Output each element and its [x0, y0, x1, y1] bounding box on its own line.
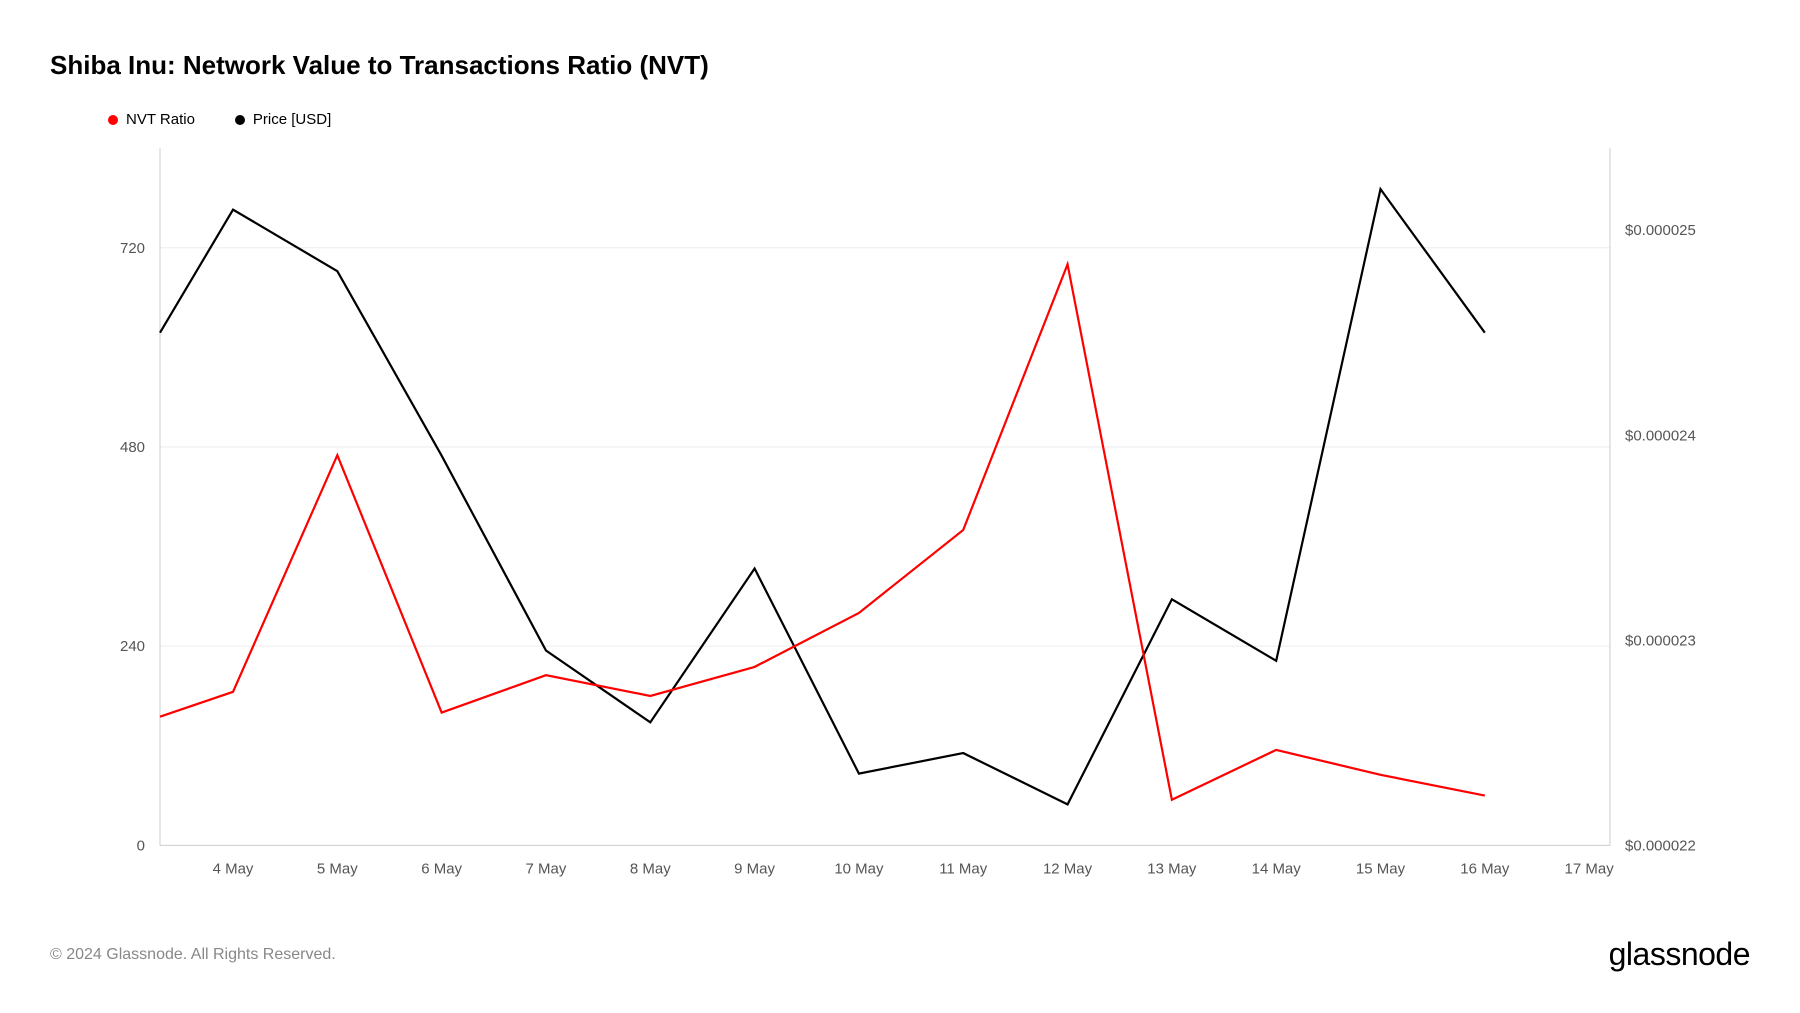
svg-text:4 May: 4 May [213, 861, 254, 878]
svg-text:$0.000024: $0.000024 [1625, 427, 1696, 444]
chart-title: Shiba Inu: Network Value to Transactions… [50, 50, 1750, 81]
legend-label-nvt: NVT Ratio [126, 111, 195, 128]
svg-text:16 May: 16 May [1460, 861, 1510, 878]
legend: NVT Ratio Price [USD] [108, 111, 1750, 128]
svg-text:$0.000023: $0.000023 [1625, 632, 1696, 649]
brand-logo: glassnode [1609, 936, 1750, 973]
legend-dot-price [235, 115, 245, 125]
svg-text:480: 480 [120, 439, 145, 456]
svg-text:12 May: 12 May [1043, 861, 1093, 878]
chart-svg: 0 240 480 720 $0.000022 $0.000023 $0.000024 $0.… [50, 138, 1750, 906]
svg-text:8 May: 8 May [630, 861, 671, 878]
chart-container: Shiba Inu: Network Value to Transactions… [0, 0, 1800, 1013]
legend-item-price: Price [USD] [235, 111, 331, 128]
legend-label-price: Price [USD] [253, 111, 331, 128]
svg-text:15 May: 15 May [1356, 861, 1406, 878]
svg-text:720: 720 [120, 240, 145, 257]
svg-text:$0.000022: $0.000022 [1625, 837, 1696, 854]
svg-text:0: 0 [137, 837, 145, 854]
svg-text:11 May: 11 May [939, 861, 987, 878]
legend-item-nvt: NVT Ratio [108, 111, 195, 128]
chart-plot-area: 0 240 480 720 $0.000022 $0.000023 $0.000024 $0.… [50, 138, 1750, 906]
svg-text:5 May: 5 May [317, 861, 358, 878]
svg-text:6 May: 6 May [421, 861, 462, 878]
svg-text:9 May: 9 May [734, 861, 775, 878]
legend-dot-nvt [108, 115, 118, 125]
svg-text:10 May: 10 May [834, 861, 884, 878]
svg-text:14 May: 14 May [1252, 861, 1302, 878]
svg-text:13 May: 13 May [1147, 861, 1197, 878]
svg-text:240: 240 [120, 638, 145, 655]
svg-text:17 May: 17 May [1565, 861, 1615, 878]
series-nvt [160, 264, 1485, 799]
svg-text:$0.000025: $0.000025 [1625, 222, 1696, 239]
copyright-text: © 2024 Glassnode. All Rights Reserved. [50, 946, 336, 964]
footer: © 2024 Glassnode. All Rights Reserved. g… [50, 936, 1750, 973]
series-price [160, 189, 1485, 804]
svg-text:7 May: 7 May [526, 861, 567, 878]
